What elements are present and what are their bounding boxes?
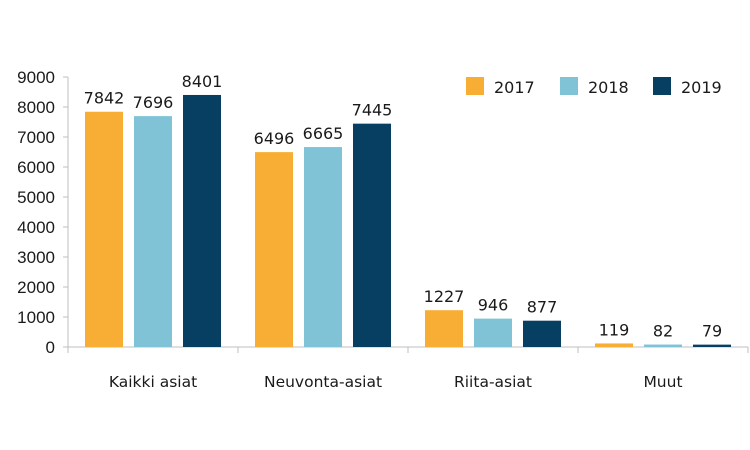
bar-2018-kaikki-asiat [134, 116, 172, 348]
data-label: 119 [599, 320, 630, 339]
legend-label: 2019 [681, 78, 722, 97]
data-label: 6496 [254, 129, 295, 148]
legend-label: 2018 [588, 78, 629, 97]
bar-2018-muut [644, 344, 682, 347]
y-tick-label: 1000 [17, 308, 55, 327]
bar-2018-riita-asiat [474, 318, 512, 347]
bar-2017-muut [595, 343, 633, 347]
bar-2019-kaikki-asiat [183, 94, 221, 347]
bar-2019-neuvonta-asiat [353, 123, 391, 348]
data-label: 7842 [84, 89, 125, 108]
data-label: 6665 [303, 124, 344, 143]
y-axis: 0 1000 2000 3000 4000 5000 6000 7000 8000 9000 [17, 68, 69, 357]
data-label: 877 [527, 298, 558, 317]
bar-2017-neuvonta-asiat [255, 152, 293, 347]
bars [85, 94, 731, 348]
data-label: 7445 [352, 101, 393, 120]
x-tick-label: Neuvonta-asiat [264, 373, 382, 391]
bar-2017-kaikki-asiat [85, 111, 123, 348]
data-label: 82 [653, 322, 673, 341]
x-tick-label: Muut [643, 373, 682, 391]
bar-2019-muut [693, 344, 731, 347]
data-label: 946 [478, 296, 509, 315]
y-tick-label: 7000 [17, 128, 55, 147]
x-tick-label: Riita-asiat [454, 373, 532, 391]
legend: 2017 2018 2019 [466, 77, 722, 97]
bar-2019-riita-asiat [523, 320, 561, 347]
y-tick-label: 5000 [17, 188, 55, 207]
legend-swatch-2017 [466, 77, 484, 95]
y-tick-label: 3000 [17, 248, 55, 267]
legend-label: 2017 [494, 78, 535, 97]
bar-2017-riita-asiat [425, 310, 463, 347]
data-label: 7696 [133, 93, 174, 112]
data-label: 1227 [424, 287, 465, 306]
data-labels: 7842 7696 8401 6496 6665 7445 1227 946 877 119 82 7… [84, 72, 723, 341]
legend-swatch-2019 [653, 77, 671, 95]
y-tick-label: 6000 [17, 158, 55, 177]
data-label: 79 [702, 322, 722, 341]
y-tick-label: 4000 [17, 218, 55, 237]
legend-swatch-2018 [560, 77, 578, 95]
y-tick-label: 0 [46, 338, 55, 357]
y-tick-label: 2000 [17, 278, 55, 297]
bar-2018-neuvonta-asiat [304, 147, 342, 347]
data-label: 8401 [182, 72, 223, 91]
y-tick-label: 8000 [17, 98, 55, 117]
y-tick-label: 9000 [17, 68, 55, 87]
x-tick-label: Kaikki asiat [109, 373, 197, 391]
x-axis: Kaikki asiat Neuvonta-asiat Riita-asiat Muu… [67, 346, 749, 391]
